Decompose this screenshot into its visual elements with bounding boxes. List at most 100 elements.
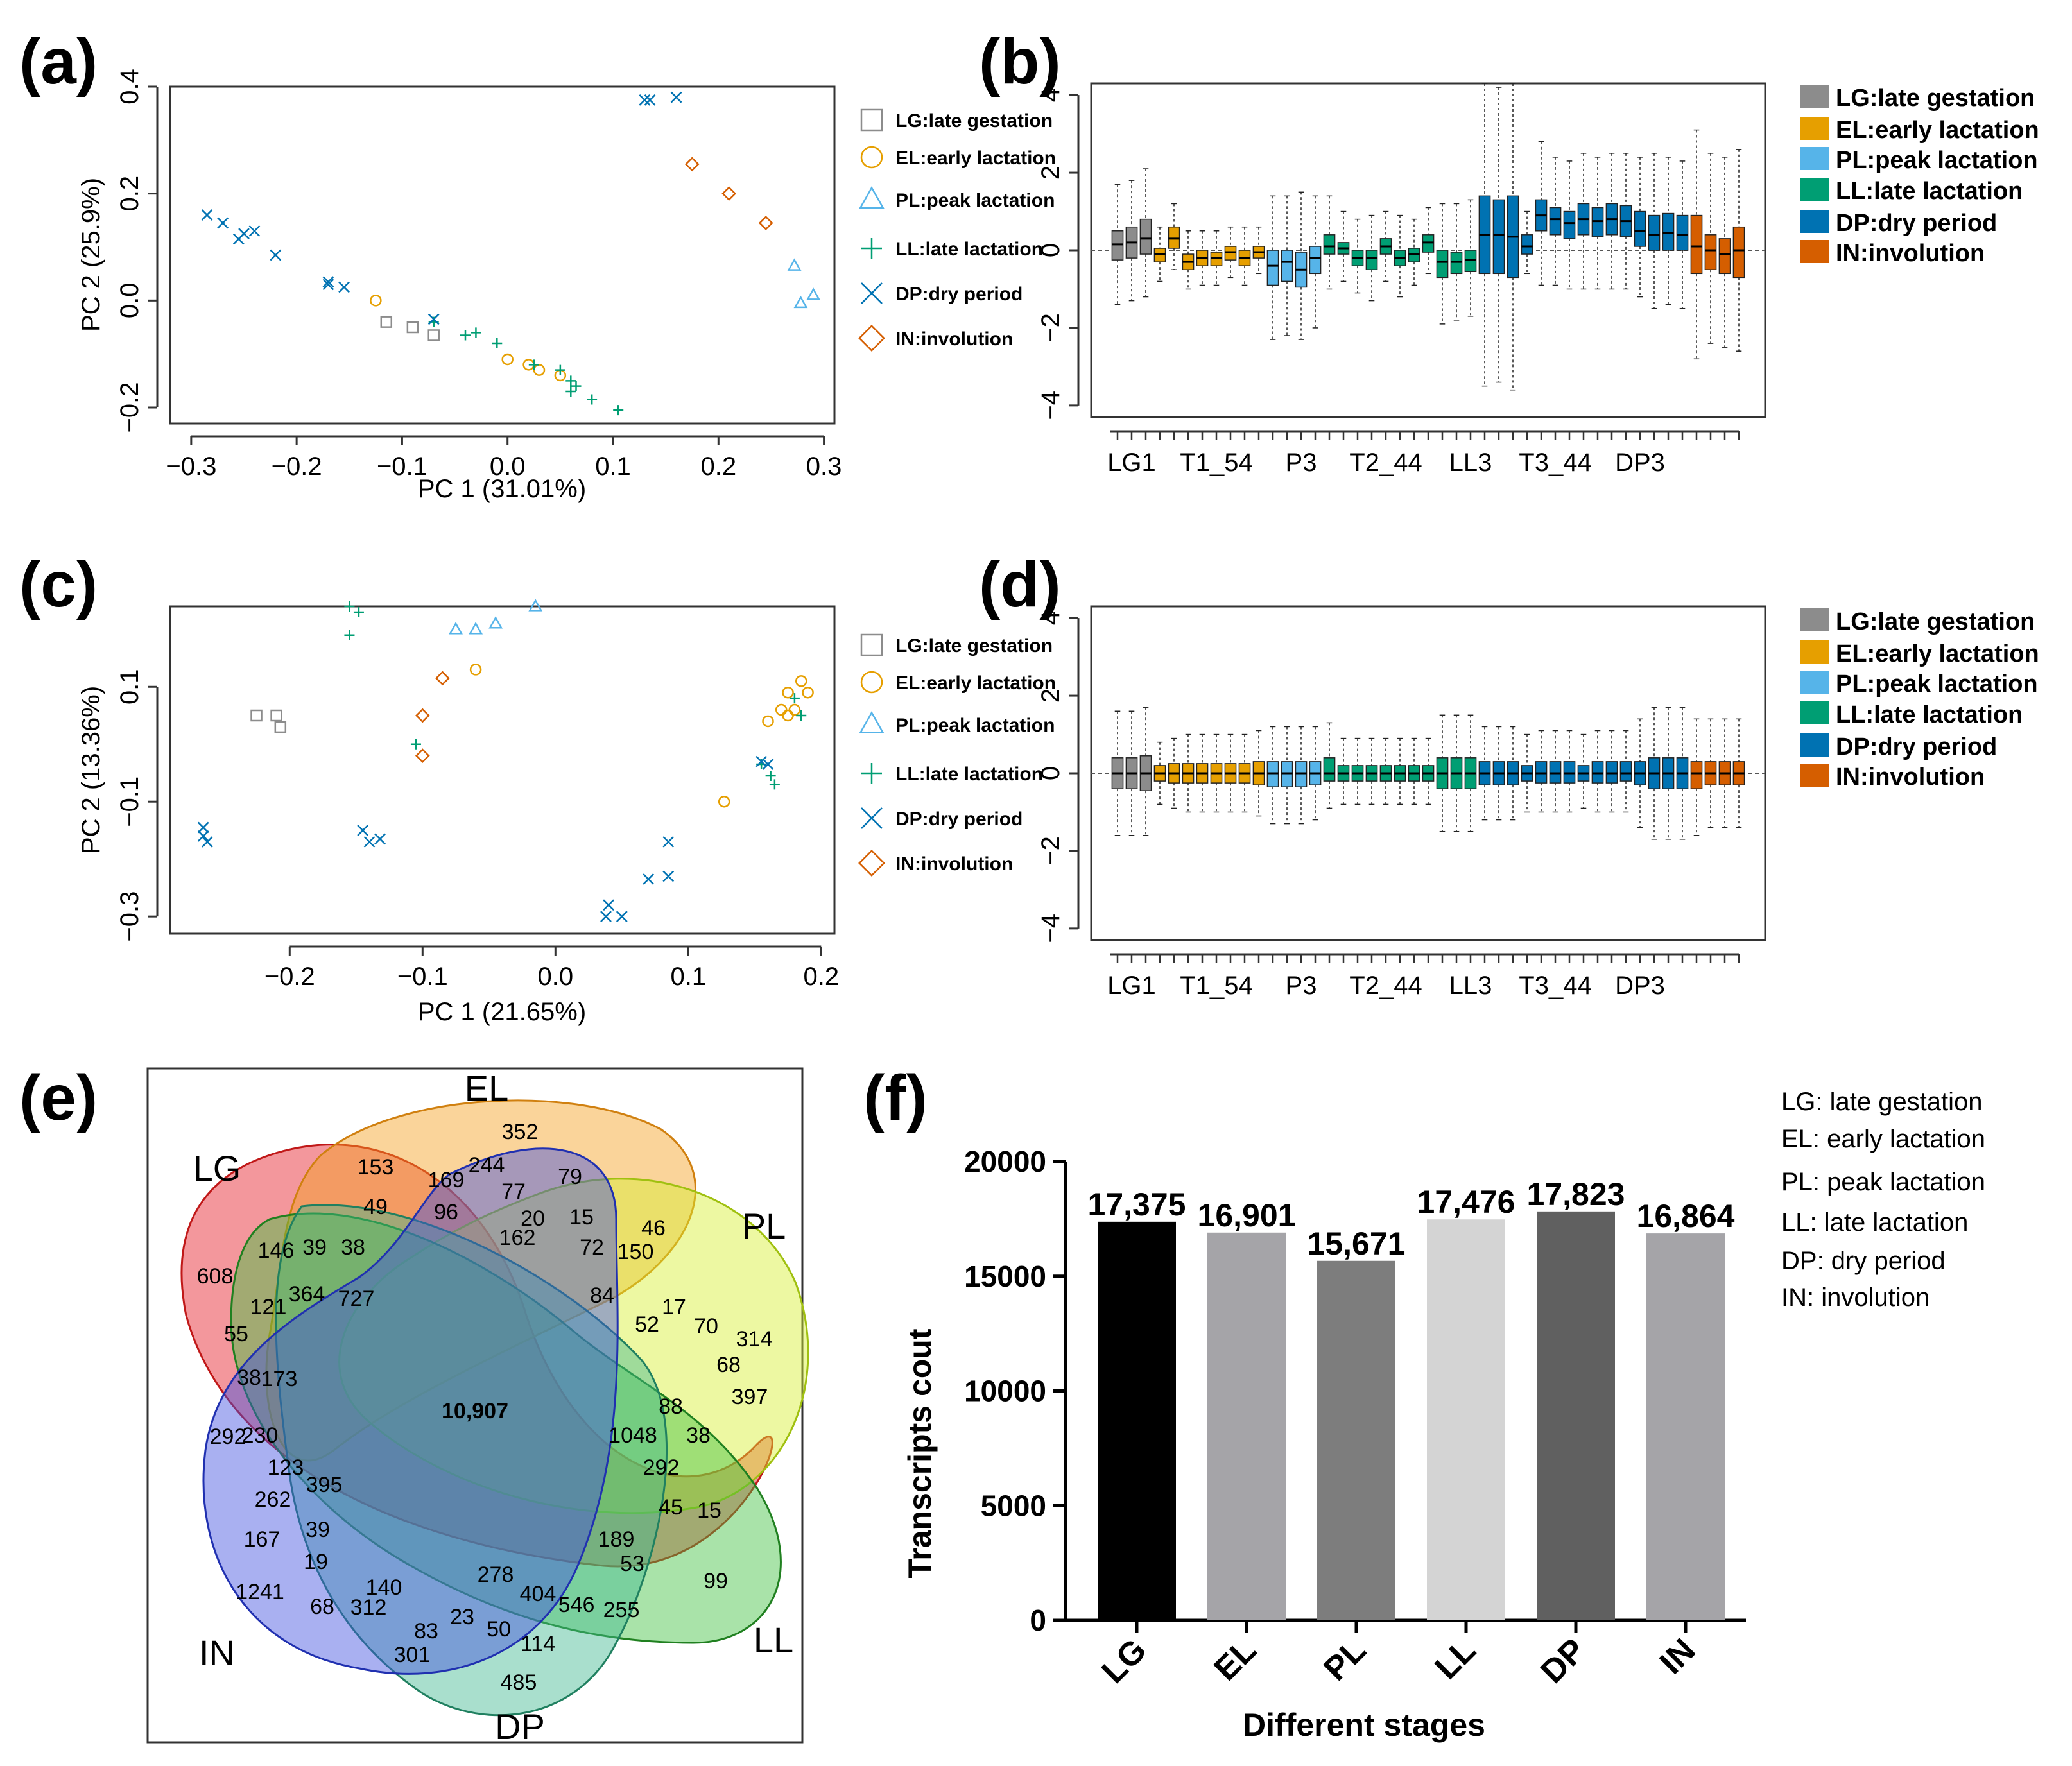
axes-a: −0.3 −0.2 −0.1 0.0 0.1 0.2 0.3 −0.2 0.0 0.2 0.4 (116, 69, 842, 481)
box-PL (1281, 761, 1293, 787)
point-DP (322, 279, 334, 291)
point-DP (357, 825, 369, 836)
venn-region-value: 727 (338, 1287, 375, 1311)
box-LG (1111, 230, 1124, 261)
point-LL (765, 770, 776, 781)
point-DP (427, 313, 440, 325)
x-tick-label: LG1 (1107, 972, 1156, 1000)
legend-text-EL: EL:early lactation (895, 673, 1056, 694)
box-DP (1549, 207, 1562, 236)
x-tick-label: DP (1533, 1631, 1593, 1690)
y-tick-label: 5000 (981, 1489, 1046, 1522)
venn-region-value: 79 (558, 1165, 582, 1189)
point-EL (533, 364, 546, 376)
point-EL (718, 795, 730, 808)
y-tick-label: −2 (1037, 836, 1065, 866)
y-tick-label: 0.0 (116, 283, 144, 319)
legend-text-LG: LG:late gestation (1836, 85, 2035, 112)
venn-set-EL (265, 1099, 696, 1462)
point-LG (427, 329, 440, 341)
x-axis-label-a: PC 1 (31.01%) (418, 475, 586, 503)
y-tick-label: 2 (1037, 689, 1065, 703)
legend-marker-PL (859, 186, 885, 209)
point-EL (775, 703, 788, 716)
point-IN (684, 157, 700, 172)
point-LL (410, 739, 421, 750)
venn-region-value: 99 (704, 1569, 728, 1593)
venn-region-value: 292 (210, 1425, 246, 1449)
venn-region-value: 146 (258, 1239, 295, 1263)
box-IN (1718, 238, 1731, 275)
point-LL (344, 601, 355, 612)
box-DP (1648, 214, 1661, 251)
legend-text-DP: DP:dry period (895, 284, 1023, 305)
panel-label-f: (f) (863, 1062, 928, 1134)
y-tick-label: −0.3 (116, 891, 144, 942)
scatter-points-a (201, 91, 821, 416)
point-LL (528, 359, 539, 370)
point-DP (600, 911, 612, 923)
venn-region-value: 96 (434, 1200, 458, 1224)
point-DP (338, 281, 350, 293)
venn-region-value: 364 (289, 1282, 325, 1307)
legend-text-PL: PL:peak lactation (895, 190, 1055, 211)
venn-label-DP: DP (495, 1706, 545, 1747)
bar-IN (1646, 1233, 1725, 1620)
venn-region-value: 173 (261, 1367, 298, 1391)
legend-b: LG:late gestation EL:early lactation PL:pe… (1800, 85, 2039, 267)
x-axis-label-c: PC 1 (21.65%) (418, 998, 586, 1026)
y-tick-label: 0.4 (116, 69, 144, 105)
point-PL (469, 622, 483, 635)
x-tick-label: IN (1653, 1631, 1703, 1681)
box-IN (1732, 226, 1745, 279)
legend-swatch-IN (1800, 764, 1829, 787)
bar-value-label: 17,823 (1527, 1176, 1625, 1212)
legend-text-LG: LG:late gestation (1836, 608, 2035, 635)
plot-area-c (169, 605, 836, 935)
legend-text-DP: DP:dry period (1836, 210, 1997, 237)
legend-text-EL: EL:early lactation (895, 148, 1056, 169)
venn-region-value: 352 (502, 1120, 539, 1144)
venn-frame (146, 1067, 804, 1744)
legend-marker-DP (861, 282, 883, 304)
legend-text-LL: LL:late lactation (895, 239, 1043, 260)
venn-region-value: 244 (469, 1153, 505, 1178)
box-IN (1690, 214, 1703, 275)
point-LL (353, 606, 364, 617)
legend-text-LL: LL:late lactation (1836, 701, 2023, 728)
panel-d: (d) −4 −2 0 2 4 LG1 T1_54 P3 T2_44 LL3 T3_44 DP3 LG… (979, 549, 2039, 1000)
legend-text-f: LG: late gestation (1781, 1088, 1983, 1116)
y-tick-label: −0.2 (116, 382, 144, 433)
y-tick-label: −2 (1037, 313, 1065, 343)
legend-text-LG: LG:late gestation (895, 110, 1053, 132)
venn-region-value: 262 (255, 1487, 291, 1512)
plot-area-a (169, 85, 836, 425)
legend-text-LL: LL:late lactation (895, 764, 1043, 785)
legend-text-f: DP: dry period (1781, 1247, 1946, 1275)
point-PL (528, 599, 543, 612)
venn-region-value: 39 (302, 1235, 327, 1260)
point-LL (565, 386, 576, 397)
venn-set-PL (338, 1178, 809, 1514)
panel-label-e: (e) (19, 1062, 98, 1134)
panel-c: (c) −0.2 −0.1 0.0 0.1 0.2 −0.3 −0.1 0.1 PC 1 (2… (19, 549, 1056, 1026)
box-DP (1549, 761, 1562, 784)
axes-b: −4 −2 0 2 4 LG1 T1_54 P3 T2_44 LL3 T3_44 DP3 (1037, 88, 1765, 477)
box-DP (1605, 761, 1618, 784)
venn-region-value: 72 (580, 1235, 604, 1260)
venn-region-value: 230 (242, 1423, 279, 1448)
bar-value-label: 16,901 (1198, 1197, 1296, 1233)
box-PL (1281, 250, 1293, 282)
box-LL (1323, 234, 1336, 255)
box-PL (1266, 761, 1279, 787)
legend-text-IN: IN:involution (1836, 764, 1985, 791)
panel-label-c: (c) (19, 549, 98, 621)
venn-set-LL (230, 1212, 782, 1644)
venn-region-value: 140 (366, 1575, 402, 1600)
point-DP (644, 94, 656, 106)
point-EL (788, 703, 801, 716)
y-tick-label: 10000 (964, 1375, 1046, 1408)
point-DP (603, 899, 614, 911)
x-tick-label: −0.2 (272, 452, 322, 481)
